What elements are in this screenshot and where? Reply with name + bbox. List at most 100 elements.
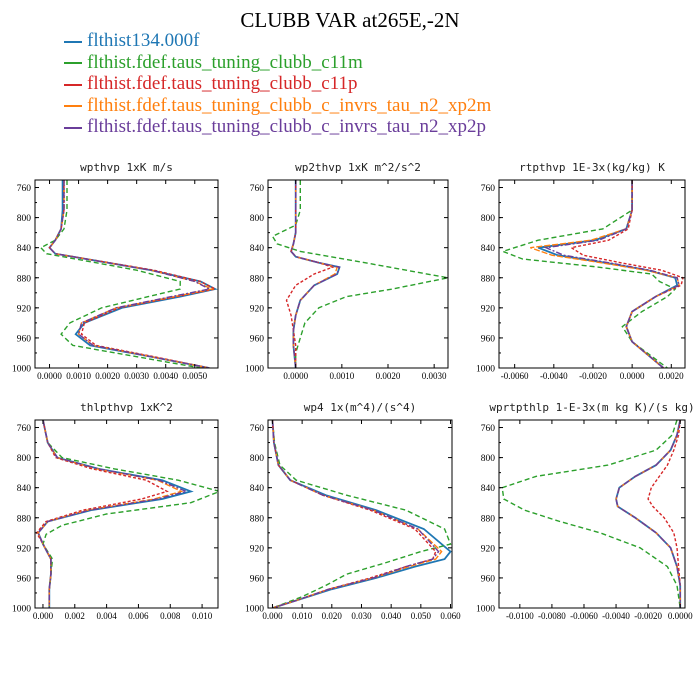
y-tick-label: 960 — [250, 574, 265, 584]
x-tick-label: -0.0060 — [501, 371, 529, 381]
legend-swatch — [64, 62, 82, 65]
series-group — [39, 180, 218, 368]
series-group — [271, 420, 452, 608]
x-tick-label: 0.040 — [381, 611, 402, 621]
series-line — [37, 420, 189, 608]
legend-label: flthist.fdef.taus_tuning_clubb_c_invrs_t… — [87, 116, 486, 137]
y-tick-label: 1000 — [12, 605, 31, 615]
y-tick-label: 920 — [250, 304, 265, 314]
x-tick-label: 0.0030 — [124, 371, 149, 381]
y-tick-label: 960 — [17, 334, 32, 344]
series-group — [501, 420, 682, 608]
x-tick-label: 0.0000 — [283, 371, 308, 381]
legend-label: flthist134.000f — [87, 30, 200, 51]
legend-entry: flthist.fdef.taus_tuning_clubb_c11p — [64, 73, 491, 95]
y-tick-label: 1000 — [245, 365, 264, 375]
y-tick-label: 880 — [250, 514, 265, 524]
x-tick-label: 0.0000 — [668, 611, 693, 621]
y-tick-label: 920 — [17, 544, 32, 554]
series-line — [537, 180, 679, 368]
y-tick-label: 760 — [481, 184, 496, 194]
series-line — [42, 420, 218, 608]
x-tick-label: -0.0040 — [602, 611, 630, 621]
chart-panel: wpthvp 1xK m/s 760 800 840 880 920 960 1000 0.00… — [12, 161, 219, 381]
y-tick-label: 840 — [250, 484, 265, 494]
x-tick-label: 0.050 — [411, 611, 432, 621]
y-tick-label: 960 — [17, 574, 32, 584]
y-tick-label: 760 — [17, 424, 32, 434]
plot-frame — [498, 179, 686, 369]
x-tick-label: -0.0080 — [538, 611, 566, 621]
panel-title: wp4 1x(m^4)/(s^4) — [304, 401, 417, 414]
x-tick-label: 0.002 — [65, 611, 85, 621]
series-line — [271, 420, 443, 608]
series-line — [500, 180, 677, 368]
x-tick-label: 0.0030 — [422, 371, 447, 381]
y-tick-label: 880 — [481, 274, 496, 284]
series-line — [530, 180, 680, 368]
x-tick-label: 0.0010 — [329, 371, 354, 381]
y-tick-label: 960 — [250, 334, 265, 344]
x-tick-label: -0.0060 — [570, 611, 598, 621]
x-tick-label: 0.0040 — [153, 371, 178, 381]
y-tick-label: 1000 — [476, 605, 495, 615]
y-tick-label: 840 — [481, 484, 496, 494]
series-line — [615, 420, 681, 608]
x-tick-label: -0.0100 — [506, 611, 534, 621]
series-line — [271, 420, 437, 608]
series-line — [48, 180, 218, 368]
y-tick-label: 920 — [481, 544, 496, 554]
y-tick-label: 1000 — [12, 365, 31, 375]
series-line — [290, 180, 341, 368]
x-tick-label: 0.020 — [322, 611, 343, 621]
series-line — [37, 420, 184, 608]
x-tick-label: 0.0010 — [66, 371, 91, 381]
y-tick-label: 800 — [250, 454, 265, 464]
plot-frame — [498, 419, 686, 609]
x-tick-label: 0.010 — [292, 611, 313, 621]
x-tick-label: 0.0050 — [182, 371, 207, 381]
series-line — [615, 420, 682, 608]
x-tick-label: 0.006 — [128, 611, 149, 621]
panel-title: rtpthvp 1E-3x(kg/kg) K — [519, 161, 665, 174]
legend-label: flthist.fdef.taus_tuning_clubb_c11m — [87, 51, 363, 73]
legend-entry: flthist.fdef.taus_tuning_clubb_c_invrs_t… — [64, 95, 491, 117]
x-tick-label: 0.010 — [192, 611, 213, 621]
panel-title: wpthvp 1xK m/s — [80, 161, 173, 174]
y-tick-label: 800 — [481, 214, 496, 224]
page-title: CLUBB VAR at265E,-2N — [240, 8, 460, 32]
y-tick-label: 880 — [17, 274, 32, 284]
y-tick-label: 840 — [481, 244, 496, 254]
x-tick-label: 0.0020 — [376, 371, 401, 381]
y-tick-label: 800 — [250, 214, 265, 224]
y-tick-label: 880 — [250, 274, 265, 284]
series-line — [615, 420, 681, 608]
series-line — [48, 180, 218, 368]
y-tick-label: 920 — [481, 304, 496, 314]
plot-frame — [34, 179, 219, 369]
x-tick-label: -0.0040 — [540, 371, 568, 381]
y-tick-label: 920 — [17, 304, 32, 314]
x-tick-label: -0.0020 — [579, 371, 607, 381]
series-line — [501, 420, 681, 608]
y-tick-label: 1000 — [476, 365, 495, 375]
y-tick-label: 920 — [250, 544, 265, 554]
y-tick-label: 960 — [481, 334, 496, 344]
panel-title: wprtpthlp 1-E-3x(m kg K)/(s kg) — [489, 401, 694, 414]
series-line — [543, 180, 680, 368]
x-tick-label: 0.008 — [160, 611, 181, 621]
chart-panel: wprtpthlp 1-E-3x(m kg K)/(s kg) 760 800 840… — [476, 401, 695, 621]
plot-frame — [267, 419, 453, 609]
y-tick-label: 760 — [481, 424, 496, 434]
series-line — [48, 180, 212, 368]
y-tick-label: 880 — [17, 514, 32, 524]
y-tick-label: 840 — [17, 244, 32, 254]
series-group — [35, 420, 218, 608]
x-tick-label: 0.0000 — [37, 371, 62, 381]
x-tick-label: 0.0020 — [95, 371, 120, 381]
x-tick-label: 0.000 — [262, 611, 283, 621]
x-tick-label: -0.0020 — [634, 611, 662, 621]
plot-frame — [267, 179, 449, 369]
y-tick-label: 760 — [17, 184, 32, 194]
x-tick-label: 0.000 — [33, 611, 54, 621]
